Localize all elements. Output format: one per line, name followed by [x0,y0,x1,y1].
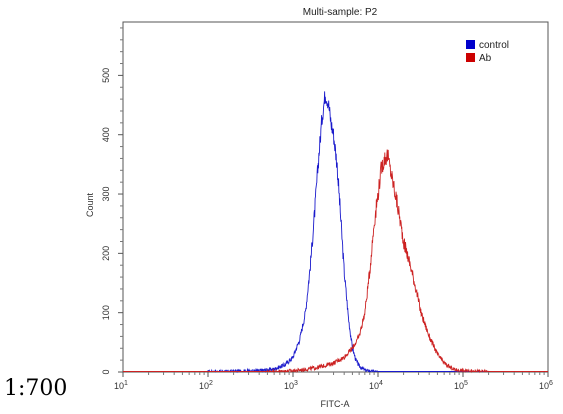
y-tick-label: 400 [101,127,111,142]
series-layer [123,91,548,374]
y-tick-label: 500 [101,68,111,83]
y-tick-label: 200 [101,246,111,261]
legend-label-ab: Ab [479,53,492,64]
y-axis-ticks: 0 100 200 300 400 500 [101,27,123,375]
x-tick-label: 102 [199,380,213,391]
legend-swatch-control [466,40,475,49]
y-tick-label: 300 [101,187,111,202]
x-tick-label: 101 [114,380,128,391]
y-tick-label: 100 [101,305,111,320]
x-axis-ticks: 101 102 103 104 105 106 [114,372,553,391]
x-axis-label: FITC-A [321,399,350,409]
x-tick-label: 104 [369,380,383,391]
legend-label-control: control [479,40,509,51]
y-axis-label: Count [85,193,95,218]
legend-swatch-ab [466,53,475,62]
series-line-control [123,91,548,374]
series-line-ab [123,149,548,374]
plot-frame [122,21,549,373]
x-tick-label: 103 [284,380,298,391]
chart-title: Multi-sample: P2 [303,7,378,18]
x-tick-label: 106 [539,380,553,391]
legend: control Ab [466,40,509,64]
dilution-label: 1:700 [4,376,68,401]
x-tick-label: 105 [454,380,468,391]
y-tick-label: 0 [101,369,111,374]
